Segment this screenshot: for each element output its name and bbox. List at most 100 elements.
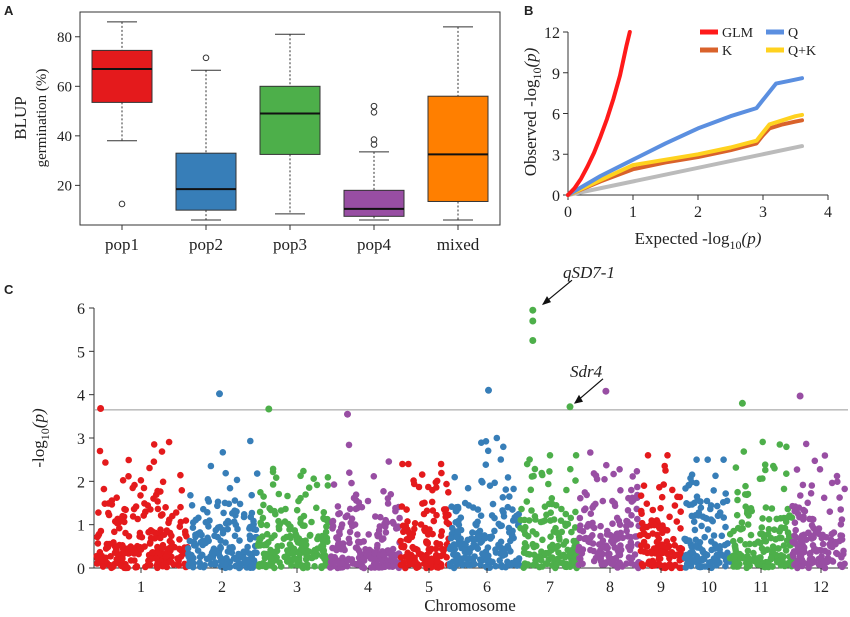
snp-point <box>370 549 378 557</box>
snp-point <box>557 517 565 524</box>
snp-point <box>286 532 294 540</box>
snp-point <box>804 499 811 507</box>
snp-point <box>367 564 375 571</box>
snp-point <box>336 510 344 517</box>
snp-point <box>415 563 422 570</box>
snp-point <box>539 536 546 544</box>
snp-point <box>184 545 192 552</box>
box-y-tick-label: 80 <box>57 30 72 46</box>
snp-point <box>235 550 242 558</box>
snp-point <box>531 465 539 473</box>
snp-point <box>406 531 414 538</box>
snp-point <box>775 534 783 542</box>
snp-point <box>550 528 558 535</box>
snp-point <box>147 527 155 534</box>
snp-point <box>718 532 726 540</box>
snp-point <box>521 530 529 538</box>
snp-point <box>233 508 240 515</box>
snp-point <box>436 541 444 548</box>
snp-point <box>474 545 482 552</box>
snp-point <box>549 554 556 561</box>
snp-point <box>474 506 482 513</box>
snp-point <box>653 531 661 539</box>
snp-point <box>450 541 458 548</box>
snp-point <box>600 544 607 551</box>
snp-point <box>562 538 570 545</box>
qq-x-tick-label: 2 <box>694 204 702 221</box>
snp-point <box>372 513 379 520</box>
snp-point <box>236 537 243 544</box>
snp-top-hit <box>602 387 610 395</box>
snp-point <box>609 520 616 527</box>
snp-point <box>165 519 172 527</box>
snp-point <box>129 484 136 492</box>
snp-point <box>821 452 829 459</box>
snp-point <box>548 495 556 502</box>
snp-point <box>99 563 107 570</box>
snp-point <box>428 498 436 506</box>
snp-point <box>370 473 378 480</box>
snp-point <box>258 521 265 529</box>
snp-point <box>671 561 679 569</box>
snp-point <box>838 516 846 523</box>
snp-point <box>105 540 113 548</box>
snp-point <box>479 550 486 557</box>
snp-point <box>412 558 419 565</box>
snp-point <box>339 554 346 562</box>
snp-point <box>471 560 478 568</box>
snp-point <box>352 560 360 568</box>
snp-point <box>212 559 219 566</box>
snp-point <box>346 539 353 547</box>
snp-point <box>320 515 328 523</box>
snp-point <box>272 474 280 482</box>
snp-point <box>267 548 275 555</box>
snp-point <box>611 533 619 541</box>
snp-point <box>743 564 750 572</box>
snp-point <box>263 530 271 538</box>
snp-point <box>278 542 286 549</box>
snp-point <box>742 482 749 490</box>
snp-point <box>162 504 169 511</box>
snp-point <box>542 560 550 567</box>
snp-point <box>260 560 268 568</box>
snp-point <box>568 528 575 536</box>
snp-point <box>118 562 125 570</box>
snp-point <box>266 505 273 512</box>
snp-point <box>638 519 646 527</box>
snp-point <box>137 477 145 484</box>
snp-point <box>477 539 484 546</box>
snp-point <box>762 466 769 474</box>
snp-point <box>780 485 788 493</box>
snp-point <box>269 481 277 488</box>
snp-point <box>528 507 535 514</box>
snp-point <box>392 525 400 532</box>
snp-point <box>190 538 198 546</box>
snp-point <box>475 533 483 541</box>
snp-point <box>526 456 533 463</box>
snp-point <box>111 528 118 536</box>
snp-point <box>653 538 661 546</box>
snp-point <box>704 456 711 464</box>
snp-point <box>137 546 145 553</box>
snp-point <box>572 452 580 459</box>
snp-point <box>497 538 505 546</box>
snp-point <box>330 481 338 488</box>
snp-point <box>298 562 306 570</box>
chromosome-label-10: 10 <box>701 579 717 596</box>
snp-point <box>486 557 493 564</box>
snp-point <box>701 533 708 541</box>
snp-point <box>623 560 630 567</box>
snp-point <box>587 546 594 554</box>
snp-point <box>590 502 597 510</box>
snp-point <box>449 524 456 532</box>
snp-top-hit <box>796 392 804 400</box>
snp-point <box>535 555 542 562</box>
snp-point <box>188 502 196 509</box>
snp-point <box>745 555 752 562</box>
qq-y-tick-label: 12 <box>544 25 560 42</box>
snp-point <box>713 502 721 510</box>
snp-point <box>177 518 185 526</box>
snp-point <box>712 472 719 480</box>
snp-point <box>539 471 546 479</box>
snp-point <box>611 544 618 551</box>
